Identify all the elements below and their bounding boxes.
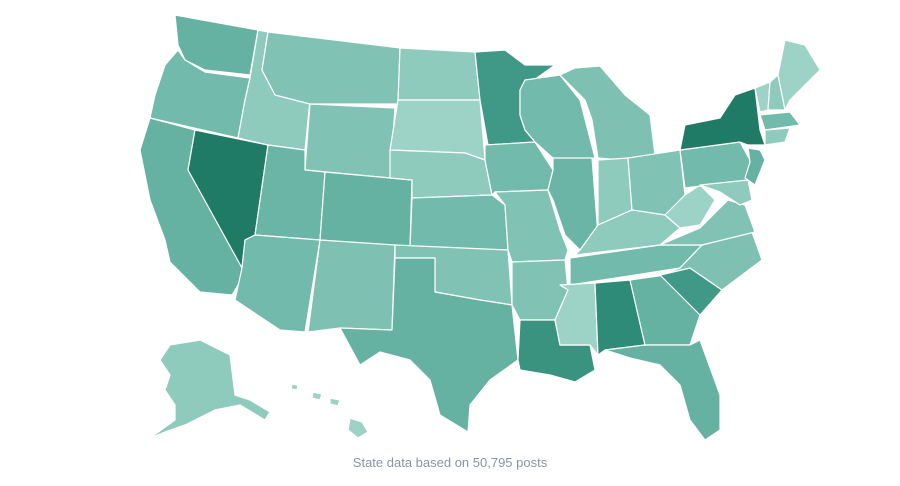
state (347, 417, 369, 439)
state (149, 339, 271, 439)
state (519, 74, 596, 161)
state (777, 39, 821, 111)
state (397, 47, 481, 101)
state (574, 209, 681, 256)
state (759, 111, 801, 131)
state (290, 383, 299, 391)
state (234, 234, 321, 333)
state (319, 171, 413, 249)
state (307, 239, 396, 333)
state (304, 103, 396, 179)
state (629, 274, 701, 346)
state (547, 157, 599, 251)
state (409, 194, 509, 251)
state (659, 199, 756, 246)
us-map (139, 14, 821, 441)
state (664, 184, 716, 229)
state (261, 31, 401, 105)
state (764, 127, 791, 146)
caption: State data based on 50,795 posts (352, 455, 548, 470)
states (139, 14, 821, 441)
state (339, 257, 519, 433)
state (744, 147, 766, 186)
state (604, 339, 721, 441)
state (699, 179, 753, 206)
state (484, 141, 554, 196)
state (311, 391, 323, 401)
state (329, 397, 341, 407)
state (679, 87, 766, 151)
